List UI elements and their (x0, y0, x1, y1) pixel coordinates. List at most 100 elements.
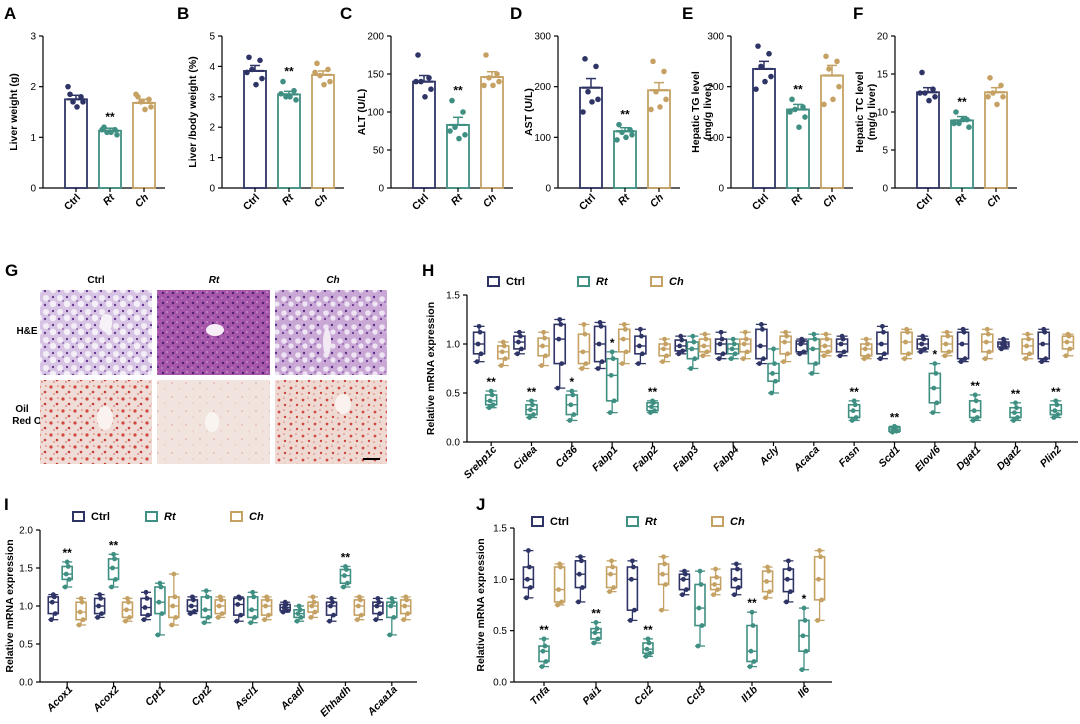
micrograph-oil-ch (275, 380, 387, 464)
data-point (489, 392, 495, 398)
data-point (956, 120, 962, 127)
micrograph-oil-ctrl (40, 380, 152, 464)
box-rt (200, 596, 213, 619)
y-tick-label: 0 (882, 184, 888, 195)
data-point (784, 333, 789, 339)
data-point (766, 50, 772, 57)
significance-mark: ** (793, 82, 803, 96)
gene-group-scd1: ** Scd1 (876, 323, 913, 470)
x-tick-label: Rt (101, 191, 118, 208)
data-point (528, 585, 533, 590)
data-point (926, 97, 932, 104)
y-tick-label: 1.5 (493, 524, 507, 535)
data-point (932, 361, 938, 366)
data-point (325, 66, 331, 73)
central-vein-oil-ch (335, 394, 351, 414)
data-point (749, 609, 755, 615)
data-point (865, 353, 871, 359)
gene-group-dgat2: ** Dgat2 (994, 331, 1034, 473)
legend-swatch-rt (626, 516, 639, 527)
data-point (922, 90, 928, 96)
histology-col-ch: Ch (326, 275, 339, 286)
data-point (766, 568, 771, 574)
data-point (330, 599, 335, 605)
data-point (732, 592, 737, 598)
data-point (818, 554, 823, 560)
bar-chart-A: A 0 1 2 3 Liver weight (g) Ctrl Rt ** Ch (4, 4, 165, 213)
data-point (192, 608, 197, 614)
data-point (524, 595, 529, 601)
data-point (244, 69, 250, 76)
data-point (773, 378, 778, 384)
data-point (280, 78, 286, 85)
data-point (188, 611, 193, 616)
data-point (849, 418, 855, 423)
data-point (67, 91, 73, 98)
data-point (906, 351, 911, 357)
y-axis-label: AST (U/L) (523, 88, 535, 136)
data-point (80, 617, 86, 623)
data-point (246, 54, 252, 61)
data-point (490, 82, 496, 89)
data-point (388, 603, 394, 609)
data-point (622, 326, 628, 332)
data-point (660, 571, 665, 577)
data-point (985, 331, 991, 337)
data-point (428, 86, 434, 92)
data-point (295, 611, 301, 616)
data-point (582, 331, 588, 337)
data-point (502, 356, 508, 362)
data-point (478, 351, 484, 357)
data-point (76, 622, 82, 628)
data-point (918, 349, 924, 355)
data-point (80, 99, 86, 105)
bar-ctrl (64, 98, 88, 189)
legend-swatch-rt (145, 511, 158, 522)
gene-group-cpt2: Cpt2 (186, 588, 227, 709)
gene-label: Acaa1a (365, 684, 400, 719)
data-point (1013, 400, 1018, 406)
data-point (788, 589, 793, 595)
data-point (580, 585, 585, 590)
data-point (294, 618, 300, 624)
data-point (578, 554, 583, 560)
data-point (1043, 356, 1049, 362)
gene-group-dgat1: ** Dgat1 (954, 326, 994, 473)
y-tick-label: 1.5 (19, 564, 33, 575)
y-tick-label: 50 (373, 146, 385, 157)
data-point (787, 566, 792, 572)
data-point (501, 343, 507, 349)
significance-mark: ** (747, 596, 757, 610)
gene-label: Ascl1 (232, 684, 261, 713)
data-point (310, 594, 316, 600)
data-point (556, 336, 562, 342)
gene-group-srebp1c: ** Srebp1c (462, 323, 510, 481)
data-point (880, 323, 885, 329)
data-point (770, 371, 775, 376)
panel-letter-B: B (177, 4, 189, 23)
box-rt (807, 338, 821, 365)
data-point (799, 667, 805, 673)
data-point (567, 418, 573, 423)
panel-letter-E: E (682, 4, 693, 23)
data-point (112, 126, 118, 133)
data-point (922, 346, 928, 352)
y-tick-label: 0.0 (446, 438, 460, 449)
data-point (278, 90, 284, 97)
data-point (850, 408, 856, 414)
data-point (540, 648, 546, 654)
data-point (219, 611, 225, 616)
gene-group-ehhadh: ** Ehhadh (318, 550, 366, 719)
data-point (823, 331, 829, 337)
data-point (771, 346, 776, 352)
data-point (133, 91, 139, 98)
data-point (661, 68, 667, 75)
data-point (309, 603, 315, 609)
legend-label-rt: Rt (645, 516, 658, 528)
data-point (610, 564, 615, 570)
data-point (973, 398, 979, 404)
data-point (892, 423, 897, 429)
micrograph-he-ctrl (40, 290, 152, 375)
data-point (853, 415, 859, 420)
